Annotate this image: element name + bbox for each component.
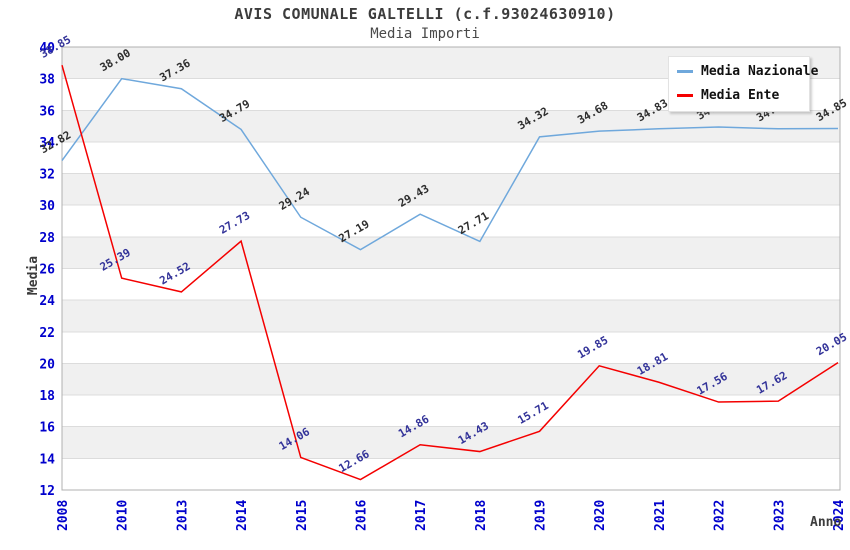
data-label: 19.85	[575, 334, 610, 362]
x-tick-label: 2013	[175, 500, 190, 531]
y-tick-label: 14	[39, 452, 55, 467]
plot-band	[62, 426, 840, 459]
data-label: 27.71	[456, 209, 492, 237]
y-tick-label: 24	[39, 294, 55, 309]
y-tick-label: 34	[39, 136, 55, 151]
x-tick-label: 2010	[116, 500, 131, 531]
x-tick-label: 2015	[295, 500, 310, 531]
plot-band	[62, 363, 840, 396]
y-tick-label: 32	[39, 168, 55, 183]
plot-band	[62, 173, 840, 206]
data-label: 15.71	[516, 399, 552, 427]
y-tick-label: 20	[39, 357, 55, 372]
y-tick-label: 22	[39, 326, 55, 341]
y-tick-label: 36	[39, 104, 55, 119]
chart-subtitle: Media Importi	[370, 26, 480, 42]
plot-band	[62, 300, 840, 332]
y-tick-label: 18	[39, 389, 55, 404]
y-tick-label: 16	[39, 421, 55, 436]
series-line-media-ente	[61, 64, 839, 481]
x-tick-label: 2020	[593, 500, 608, 531]
data-label: 20.05	[814, 330, 849, 358]
line-marker-icon	[677, 70, 693, 73]
y-tick-label: 26	[39, 263, 55, 278]
x-tick-label: 2018	[474, 500, 489, 531]
x-axis-title: Anno	[810, 515, 842, 530]
x-tick-label: 2014	[235, 500, 250, 531]
x-tick-label: 2016	[354, 500, 369, 531]
series-line-media-nazionale	[61, 77, 839, 251]
x-tick-label: 2021	[653, 500, 668, 531]
x-tick-label: 2023	[772, 500, 787, 531]
data-label: 27.73	[217, 209, 252, 237]
x-tick-label: 2017	[414, 500, 429, 531]
x-tick-label: 2019	[534, 500, 549, 531]
plot-band	[62, 236, 840, 269]
legend-label: Media Ente	[701, 88, 780, 103]
chart-title: AVIS COMUNALE GALTELLI (c.f.93024630910)	[234, 5, 616, 23]
line-marker-icon	[677, 94, 693, 97]
x-tick-label: 2008	[56, 500, 71, 531]
y-tick-label: 38	[39, 73, 55, 88]
legend-item-media-nazionale: Media Nazionale	[677, 64, 818, 79]
plot-band	[62, 110, 840, 142]
x-tick-label: 2024	[832, 500, 847, 531]
y-tick-label: 40	[39, 41, 55, 56]
legend-label: Media Nazionale	[701, 64, 819, 79]
y-tick-label: 12	[39, 484, 55, 499]
legend-item-media-ente: Media Ente	[677, 88, 801, 103]
legend: Media Nazionale Media Ente	[668, 56, 818, 112]
y-axis-title: Media	[26, 255, 42, 296]
axis-frame	[61, 46, 841, 491]
y-tick-label: 30	[39, 199, 55, 214]
y-tick-label: 28	[39, 231, 55, 246]
x-tick-label: 2022	[713, 500, 728, 531]
